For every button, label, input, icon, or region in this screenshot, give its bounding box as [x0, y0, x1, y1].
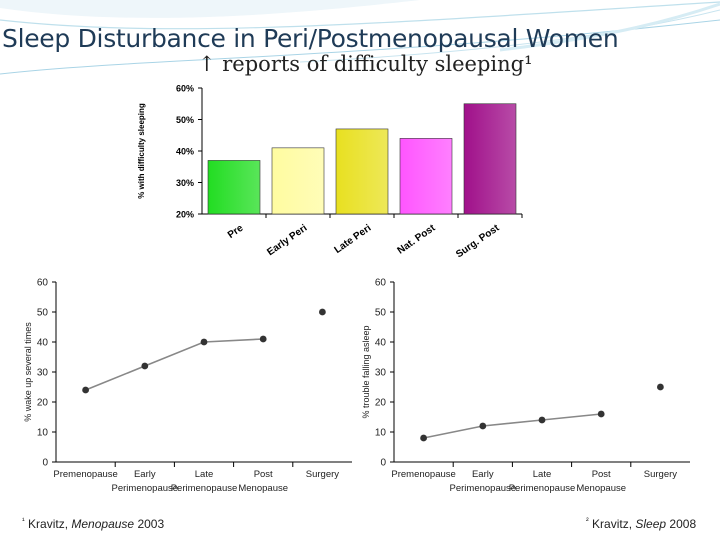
x-tick-label: Surg. Post — [454, 222, 502, 260]
y-tick-label: 30 — [37, 368, 49, 379]
footnote-citation-1: ¹ Kravitz, Menopause 2003 — [22, 516, 164, 531]
y-tick-label: 20 — [37, 398, 49, 409]
x-tick-label: Early Peri — [265, 223, 309, 259]
x-tick-label: Menopause — [238, 483, 288, 494]
x-tick-label: Premenopause — [391, 469, 455, 480]
footnote-year: 2008 — [669, 517, 697, 531]
y-tick-label: 40 — [37, 338, 49, 349]
y-tick-label: 10 — [37, 428, 49, 439]
x-tick-label: Late — [195, 469, 214, 480]
y-tick-label: 50 — [375, 308, 387, 319]
line-chart-wake-up: 0 10 20 30 40 50 60 % wake up several times Prem… — [23, 278, 352, 494]
series-line — [423, 413, 602, 439]
y-axis-title: % trouble falling asleep — [361, 325, 371, 418]
y-tick-label: 50% — [176, 115, 194, 125]
y-tick-label: 30 — [375, 368, 387, 379]
y-tick-label: 10 — [375, 428, 387, 439]
y-tick-label: 50 — [37, 308, 49, 319]
x-tick-label: Perimenopause — [112, 483, 179, 494]
y-tick-label: 20% — [176, 210, 194, 220]
x-tick-label: Post — [592, 469, 611, 480]
y-tick-label: 60 — [37, 278, 49, 289]
bar — [271, 147, 325, 215]
x-tick-label: Pre — [226, 222, 246, 241]
x-tick-label: Late — [533, 469, 552, 480]
bar — [463, 103, 517, 215]
data-point — [597, 410, 605, 418]
x-tick-label: Early — [472, 469, 494, 480]
page-subtitle: ↑ reports of difficulty sleeping¹ — [198, 52, 533, 76]
bar — [335, 128, 389, 215]
x-tick-label: Surgery — [306, 469, 340, 480]
x-tick-label: Surgery — [644, 469, 678, 480]
footnote-journal: Menopause — [71, 517, 135, 531]
header-swoosh-decoration — [0, 0, 720, 75]
y-tick-label: 0 — [42, 458, 48, 469]
y-tick-label: 0 — [380, 458, 386, 469]
footnote-year: 2003 — [137, 517, 165, 531]
data-point — [479, 422, 487, 430]
bar — [399, 138, 453, 215]
y-axis-title: % with difficulty sleeping — [137, 103, 146, 199]
x-tick-label: Perimenopause — [450, 483, 517, 494]
data-point — [82, 386, 89, 394]
y-tick-label: 60% — [176, 84, 194, 94]
y-tick-label: 20 — [375, 398, 387, 409]
x-tick-label: Perimenopause — [171, 483, 238, 494]
x-tick-label: Menopause — [576, 483, 626, 494]
data-point — [420, 434, 427, 442]
x-tick-label: Perimenopause — [509, 483, 576, 494]
x-tick-label: Post — [254, 469, 273, 480]
bar-chart-difficulty-sleeping: 20% 30% 40% 50% 60% % with difficulty sleepin… — [137, 84, 523, 260]
y-tick-label: 30% — [176, 178, 194, 188]
y-tick-label: 40% — [176, 147, 194, 157]
page-title: Sleep Disturbance in Peri/Postmenopausal… — [2, 24, 619, 53]
x-tick-label: Early — [134, 469, 156, 480]
y-tick-label: 60 — [375, 278, 387, 289]
data-point — [538, 416, 546, 424]
y-axis-title: % wake up several times — [23, 322, 33, 422]
y-tick-label: 40 — [375, 338, 387, 349]
x-tick-label: Premenopause — [53, 469, 117, 480]
footnote-citation-2: ² Kravitz, Sleep 2008 — [586, 516, 696, 531]
footnote-journal: Sleep — [635, 517, 667, 531]
footnote-mark: ² — [586, 516, 589, 525]
footnote-mark: ¹ — [22, 516, 25, 525]
x-tick-label: Late Peri — [332, 223, 373, 256]
bar — [207, 160, 261, 215]
line-chart-trouble-falling-asleep: 0 10 20 30 40 50 60 % trouble falling asleep Pre… — [361, 278, 690, 494]
data-point — [200, 338, 208, 346]
data-point — [259, 335, 267, 343]
data-point — [141, 362, 149, 370]
data-point — [319, 308, 326, 316]
footnote-author: Kravitz, — [592, 517, 633, 531]
series-line — [85, 338, 264, 391]
footnote-author: Kravitz, — [28, 517, 69, 531]
data-point — [657, 383, 664, 391]
x-tick-label: Nat. Post — [396, 222, 438, 256]
